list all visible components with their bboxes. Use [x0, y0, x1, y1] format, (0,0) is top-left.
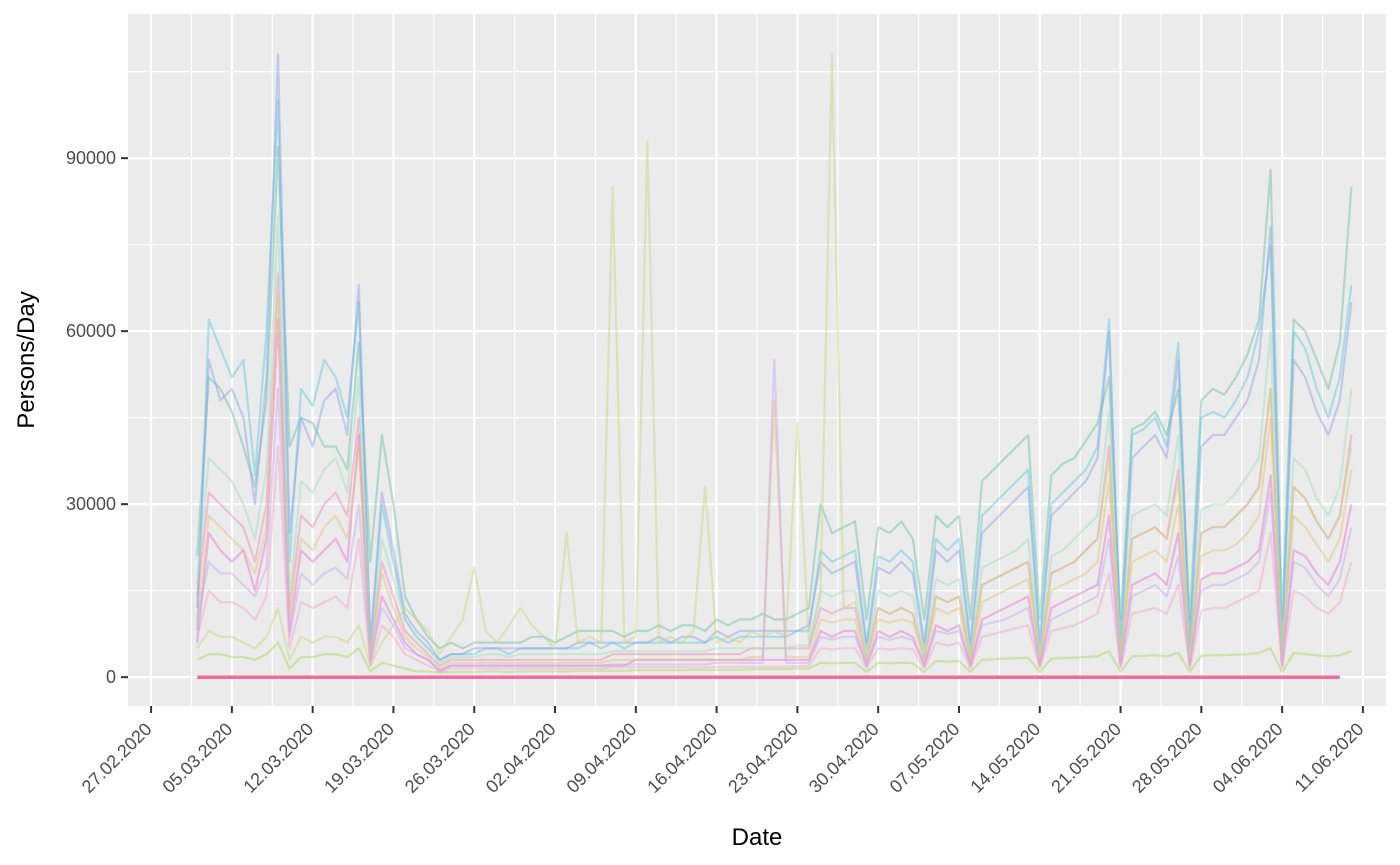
series-line-2 — [196, 99, 1353, 662]
series-line-8 — [196, 295, 1353, 670]
series-line-5 — [196, 272, 1353, 667]
x-tick-label: 07.05.2020 — [886, 719, 964, 797]
series-line-9 — [196, 358, 1353, 672]
y-axis-title: Persons/Day — [13, 291, 40, 428]
y-axis: 0 30000 60000 90000 — [66, 148, 128, 687]
series-layer — [196, 53, 1353, 679]
x-tick-label: 27.02.2020 — [78, 719, 156, 797]
x-tick-label: 12.03.2020 — [239, 719, 317, 797]
x-tick-label: 11.06.2020 — [1291, 719, 1368, 796]
series-line-10 — [196, 214, 1353, 664]
x-tick-label: 05.03.2020 — [159, 719, 237, 797]
y-tick-label: 60000 — [66, 321, 116, 341]
series-line-1 — [196, 145, 1353, 650]
x-tick-label: 28.05.2020 — [1128, 719, 1206, 797]
x-tick-label: 23.04.2020 — [724, 719, 802, 797]
series-line-4 — [196, 318, 1353, 673]
x-tick-label: 14.05.2020 — [966, 719, 1044, 797]
x-tick-label: 04.06.2020 — [1209, 719, 1287, 797]
grid-minor — [128, 14, 1386, 706]
y-tick-label: 90000 — [66, 148, 116, 168]
x-tick-label: 16.04.2020 — [643, 719, 721, 797]
series-line-11 — [196, 445, 1353, 674]
x-tick-label: 26.03.2020 — [401, 719, 479, 797]
x-tick-label: 02.04.2020 — [482, 719, 560, 797]
x-tick-label: 09.04.2020 — [563, 719, 641, 797]
series-line-6 — [196, 641, 1352, 674]
y-tick-label: 30000 — [66, 494, 116, 514]
series-line-3 — [196, 53, 1353, 662]
x-tick-label: 21.05.2020 — [1047, 719, 1125, 797]
x-tick-label: 19.03.2020 — [320, 719, 398, 797]
y-tick-label: 0 — [106, 667, 116, 687]
series-line-7 — [196, 53, 1353, 667]
x-tick-label: 30.04.2020 — [805, 719, 883, 797]
x-axis: 27.02.2020 05.03.2020 12.03.2020 19.03.2020… — [78, 706, 1368, 797]
x-axis-title: Date — [732, 824, 783, 851]
